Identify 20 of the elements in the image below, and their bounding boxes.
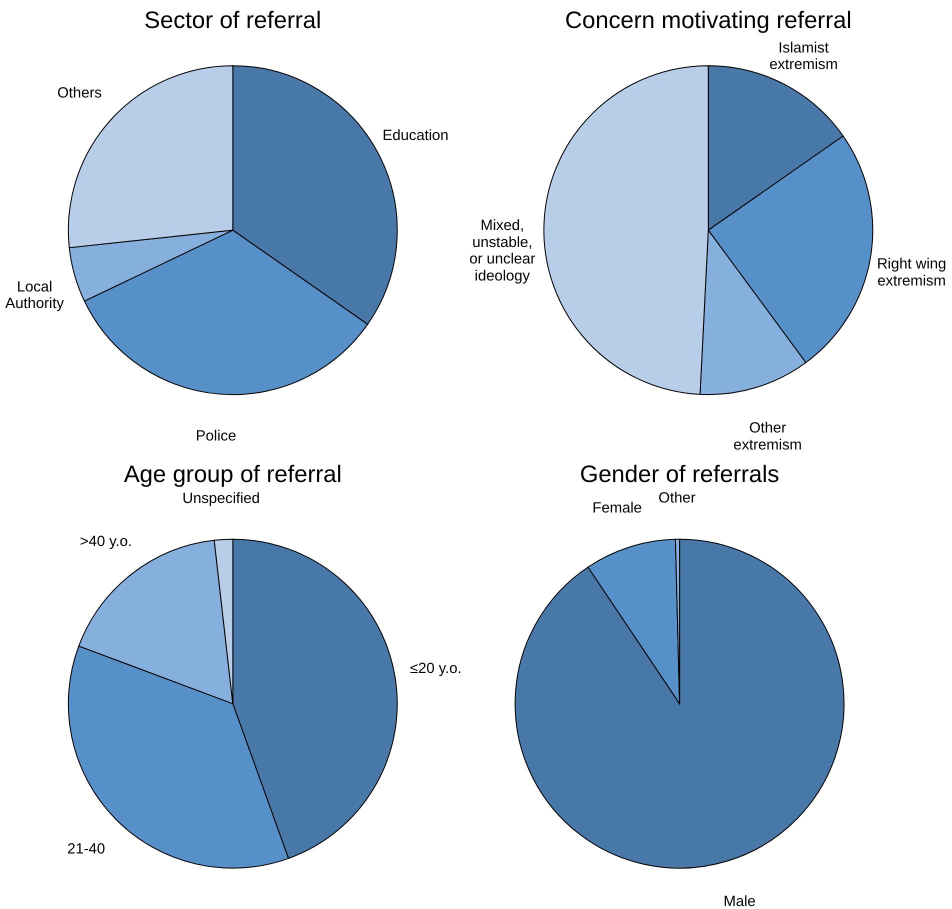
slice-label: Other [658,490,696,507]
slice-label: ≤20 y.o. [410,661,462,678]
slice-label: Local Authority [5,279,64,312]
slice-label: Unspecified [182,490,260,507]
slice-label: >40 y.o. [80,534,132,550]
slice-label: Education [382,128,449,144]
slice-label: Male [723,894,756,909]
chart-title: Gender of referrals [580,460,780,488]
pie-slice [514,538,844,869]
slice-label: Islamist extremism [769,40,838,74]
chart-title: Sector of referral [144,7,322,34]
slice-label: Right wing extremism [876,256,946,290]
slice-label: Police [196,428,236,444]
chart-title: Age group of referral [124,461,342,488]
slice-label: 21-40 [67,841,106,858]
slice-label: Others [57,85,102,102]
slice-label: Mixed, unstable, or unclear ideology [469,218,536,284]
chart-title: Concern motivating referral [564,7,852,34]
slice-label: Female [592,500,642,516]
slice-label: Other extremism [733,420,802,454]
